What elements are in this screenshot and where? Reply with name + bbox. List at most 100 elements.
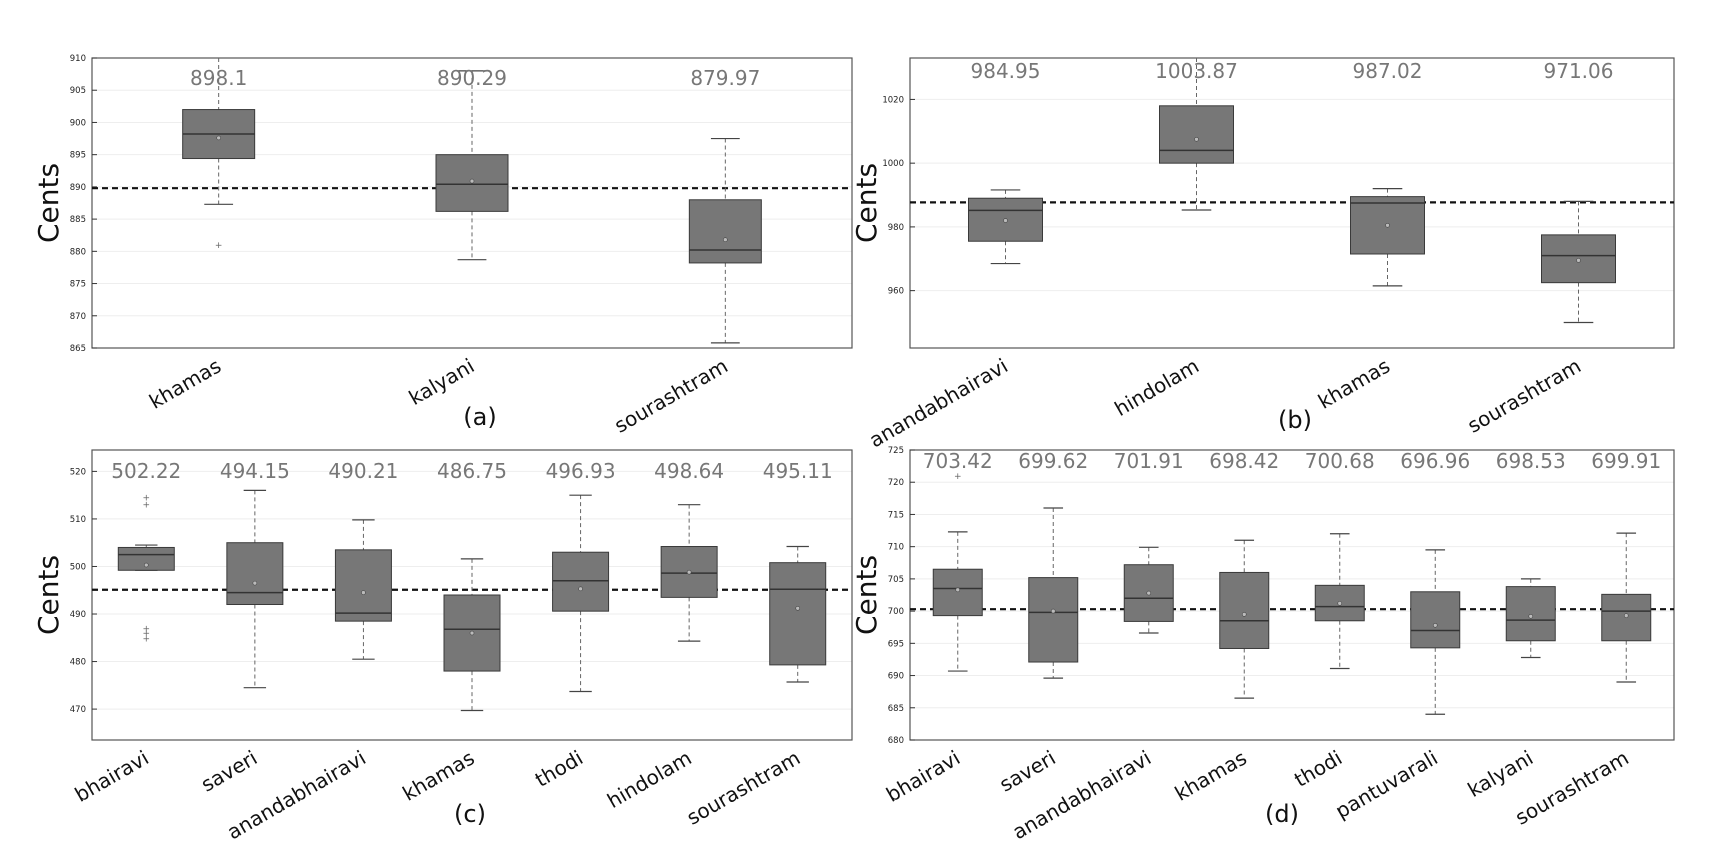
y-tick-label: 705 (888, 575, 904, 585)
category-label-saveri: saveri (197, 746, 261, 797)
y-tick-label: 1000 (882, 159, 904, 169)
mean-marker (686, 569, 692, 575)
y-tick-label: 880 (70, 247, 86, 257)
annotation-saveri: 699.62 (1018, 449, 1088, 473)
mean-marker (578, 586, 583, 592)
panel-label: (c) (454, 800, 486, 828)
box-kalyani (435, 154, 509, 212)
mean-marker (1241, 612, 1247, 617)
box-bhairavi (117, 546, 175, 571)
panel-label: (b) (1278, 406, 1312, 434)
y-tick-label: 895 (70, 151, 86, 161)
y-tick-label: 710 (888, 543, 904, 553)
y-tick-label: 490 (70, 610, 86, 620)
panel-label: (d) (1265, 800, 1299, 828)
mean-marker (1576, 258, 1581, 263)
box-sourashtram (769, 562, 827, 666)
y-tick-label: 980 (888, 223, 904, 233)
mean-marker (1003, 218, 1008, 223)
y-tick-label: 885 (70, 215, 86, 225)
y-tick-label: 1020 (882, 95, 904, 105)
y-tick-label: 870 (70, 312, 86, 322)
annotation-kalyani: 698.53 (1496, 449, 1566, 473)
annotation-khamas: 987.02 (1353, 59, 1423, 83)
panel-label: (a) (463, 403, 496, 431)
category-label-hindolam: hindolam (603, 746, 696, 813)
y-axis-title: Cents (850, 555, 883, 635)
flier-marker: + (143, 624, 151, 634)
plot-frame (91, 449, 853, 741)
annotation-bhairavi: 502.22 (111, 459, 181, 483)
category-label-saveri: saveri (995, 746, 1059, 797)
box-anandabhairavi (334, 549, 392, 622)
category-label-khamas: khamas (145, 354, 225, 414)
y-axis-title: Cents (850, 163, 883, 243)
category-label-pantuvarali: pantuvarali (1331, 746, 1442, 824)
mean-marker (1337, 601, 1343, 606)
y-tick-label: 910 (70, 54, 86, 64)
panel-b: 960 980 1000 1020 984.95 anandabhairavi 1003.8… (850, 57, 1675, 452)
category-label-khamas: khamas (1314, 354, 1394, 414)
mean-marker (1528, 613, 1534, 619)
y-tick-label: 960 (888, 287, 904, 297)
annotation-anandabhairavi: 701.91 (1114, 449, 1184, 473)
category-label-sourashtram: sourashtram (610, 354, 732, 438)
mean-marker (252, 580, 258, 586)
box-khamas (1219, 571, 1270, 649)
mean-marker (216, 135, 221, 141)
box-pantuvarali (1410, 591, 1461, 649)
panel-a: 865 870 875 880 885 890 895 900 905 910 +898.1 kham… (32, 54, 853, 438)
y-tick-label: 510 (70, 515, 86, 525)
annotation-anandabhairavi: 490.21 (328, 459, 398, 483)
category-label-sourashtram: sourashtram (682, 746, 804, 830)
mean-marker (1385, 223, 1390, 228)
annotation-sourashtram: 879.97 (690, 66, 760, 90)
y-tick-label: 875 (70, 280, 86, 290)
y-tick-label: 900 (70, 118, 86, 128)
category-label-sourashtram: sourashtram (1463, 354, 1585, 438)
annotation-hindolam: 1003.87 (1155, 59, 1238, 83)
y-axis-title: Cents (32, 555, 65, 635)
category-label-kalyani: kalyani (405, 354, 479, 410)
y-axis-title: Cents (32, 163, 65, 243)
y-tick-label: 715 (888, 510, 904, 520)
category-label-bhairavi: bhairavi (882, 746, 964, 807)
category-label-kalyani: kalyani (1463, 746, 1537, 802)
panel-d: 680 685 690 695 700 705 710 715 720 725 +703.42 bha… (850, 446, 1675, 844)
plot-frame (909, 449, 1675, 741)
annotation-thodi: 496.93 (546, 459, 616, 483)
mean-marker (469, 630, 475, 636)
flier-marker: + (954, 472, 962, 482)
y-tick-label: 865 (70, 344, 86, 354)
annotation-sourashtram: 495.11 (763, 459, 833, 483)
annotation-khamas: 698.42 (1209, 449, 1279, 473)
mean-marker (795, 606, 801, 611)
mean-marker (1050, 608, 1056, 614)
flier-marker: + (143, 629, 151, 639)
annotation-sourashtram: 971.06 (1544, 59, 1614, 83)
y-tick-label: 520 (70, 467, 86, 477)
box-saveri (226, 542, 284, 606)
mean-marker (469, 178, 475, 184)
y-tick-label: 700 (888, 607, 904, 617)
panel-c: 470480490500510520+++++502.22bhairavi494… (32, 449, 853, 844)
flier-marker: + (215, 241, 223, 251)
y-tick-label: 695 (888, 639, 904, 649)
box-kalyani (1505, 586, 1556, 642)
category-label-hindolam: hindolam (1110, 354, 1203, 421)
annotation-sourashtram: 699.91 (1591, 449, 1661, 473)
annotation-thodi: 700.68 (1305, 449, 1375, 473)
mean-marker (361, 590, 366, 595)
annotation-khamas: 486.75 (437, 459, 507, 483)
box-saveri (1028, 577, 1079, 663)
mean-marker (1194, 136, 1199, 142)
y-tick-label: 500 (70, 562, 86, 572)
mean-marker (143, 562, 149, 568)
annotation-hindolam: 498.64 (654, 459, 724, 483)
y-tick-label: 905 (70, 86, 86, 96)
annotation-anandabhairavi: 984.95 (971, 59, 1041, 83)
y-tick-label: 685 (888, 704, 904, 714)
annotation-saveri: 494.15 (220, 459, 290, 483)
box-sourashtram (688, 199, 762, 264)
